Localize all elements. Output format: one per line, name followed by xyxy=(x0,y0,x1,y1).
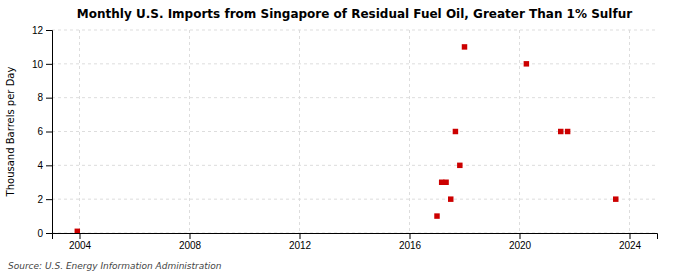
tick-mark xyxy=(80,233,81,239)
point xyxy=(443,180,448,185)
tick-label: 10 xyxy=(32,59,44,70)
point xyxy=(457,163,462,168)
grid-line xyxy=(409,30,410,233)
tick-mark xyxy=(46,233,52,234)
tick-label: 12 xyxy=(32,25,44,36)
tick: 2016 xyxy=(399,233,422,251)
y-axis: 0 2 4 6 8 10 12 xyxy=(32,25,53,239)
grid-line xyxy=(629,30,630,233)
point xyxy=(524,61,529,66)
tick-mark xyxy=(46,132,52,133)
point xyxy=(613,196,618,201)
grid-line xyxy=(52,30,657,31)
axis-line xyxy=(46,31,53,234)
grid-line xyxy=(79,30,80,233)
tick-label: 2012 xyxy=(289,240,312,251)
tick: 2012 xyxy=(289,233,312,251)
plot-area: 2004 2008 2012 2016 2020 2024 0 2 4 6 8 10 12 xyxy=(32,25,658,251)
points xyxy=(75,44,619,233)
tick: 2008 xyxy=(179,233,202,251)
tick-mark xyxy=(46,98,52,99)
tick-label: 2 xyxy=(37,194,43,205)
point xyxy=(565,129,570,134)
y-axis-title: Thousand Barrels per Day xyxy=(5,67,16,198)
point xyxy=(434,213,439,218)
point xyxy=(453,129,458,134)
tick: 6 xyxy=(37,126,52,137)
point xyxy=(462,44,467,49)
grid-line xyxy=(52,97,657,98)
grid xyxy=(52,30,657,233)
tick-mark xyxy=(46,30,52,31)
tick-mark xyxy=(46,165,52,166)
tick: 2004 xyxy=(69,233,92,251)
tick-label: 2008 xyxy=(179,240,202,251)
tick-label: 6 xyxy=(37,126,43,137)
chart: 2004 2008 2012 2016 2020 2024 0 2 4 6 8 10 12 Monthly… xyxy=(0,0,675,275)
tick-mark xyxy=(410,233,411,239)
tick-label: 2016 xyxy=(399,240,422,251)
grid-line xyxy=(519,30,520,233)
tick-mark xyxy=(190,233,191,239)
tick-label: 2004 xyxy=(69,240,92,251)
tick-label: 4 xyxy=(37,160,43,171)
tick-label: 2020 xyxy=(509,240,532,251)
tick: 8 xyxy=(37,92,52,103)
annotation: Source: U.S. Energy Information Administ… xyxy=(8,261,222,271)
tick: 10 xyxy=(32,59,52,70)
grid-line xyxy=(52,63,657,64)
tick-label: 0 xyxy=(37,228,43,239)
grid-line xyxy=(52,199,657,200)
point xyxy=(75,229,80,233)
tick-mark xyxy=(300,233,301,239)
tick: 2 xyxy=(37,194,52,205)
title: Monthly U.S. Imports from Singapore of R… xyxy=(77,7,632,21)
axis-line xyxy=(53,234,658,240)
tick-label: 2024 xyxy=(619,240,642,251)
tick: 2020 xyxy=(509,233,532,251)
grid-line xyxy=(299,30,300,233)
tick: 2024 xyxy=(619,233,642,251)
tick: 4 xyxy=(37,160,52,171)
tick-mark xyxy=(520,233,521,239)
tick-mark xyxy=(46,199,52,200)
tick-mark xyxy=(46,64,52,65)
grid-line xyxy=(52,165,657,166)
grid-line xyxy=(189,30,190,233)
tick: 12 xyxy=(32,25,52,36)
point xyxy=(448,196,453,201)
tick-mark xyxy=(630,233,631,239)
x-axis: 2004 2008 2012 2016 2020 2024 xyxy=(53,233,658,251)
tick-label: 8 xyxy=(37,92,43,103)
point xyxy=(558,129,563,134)
tick: 0 xyxy=(37,228,52,239)
